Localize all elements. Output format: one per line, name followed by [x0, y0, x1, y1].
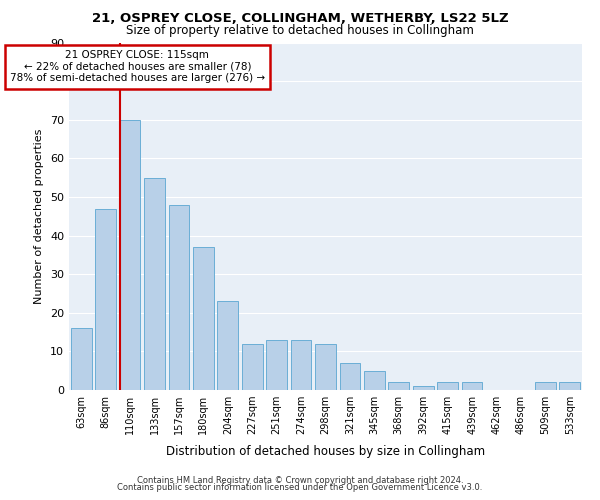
Bar — [266, 340, 287, 390]
Bar — [217, 301, 238, 390]
X-axis label: Distribution of detached houses by size in Collingham: Distribution of detached houses by size … — [166, 446, 485, 458]
Text: 21, OSPREY CLOSE, COLLINGHAM, WETHERBY, LS22 5LZ: 21, OSPREY CLOSE, COLLINGHAM, WETHERBY, … — [92, 12, 508, 26]
Bar — [437, 382, 458, 390]
Bar — [242, 344, 263, 390]
Bar — [290, 340, 311, 390]
Bar — [364, 370, 385, 390]
Bar — [71, 328, 92, 390]
Y-axis label: Number of detached properties: Number of detached properties — [34, 128, 44, 304]
Bar — [144, 178, 165, 390]
Text: 21 OSPREY CLOSE: 115sqm
← 22% of detached houses are smaller (78)
78% of semi-de: 21 OSPREY CLOSE: 115sqm ← 22% of detache… — [10, 50, 265, 84]
Bar — [169, 204, 190, 390]
Bar — [535, 382, 556, 390]
Bar — [388, 382, 409, 390]
Text: Size of property relative to detached houses in Collingham: Size of property relative to detached ho… — [126, 24, 474, 37]
Bar — [413, 386, 434, 390]
Bar — [193, 247, 214, 390]
Bar — [340, 363, 361, 390]
Bar — [559, 382, 580, 390]
Text: Contains HM Land Registry data © Crown copyright and database right 2024.: Contains HM Land Registry data © Crown c… — [137, 476, 463, 485]
Bar — [315, 344, 336, 390]
Bar — [461, 382, 482, 390]
Bar — [119, 120, 140, 390]
Text: Contains public sector information licensed under the Open Government Licence v3: Contains public sector information licen… — [118, 484, 482, 492]
Bar — [95, 208, 116, 390]
